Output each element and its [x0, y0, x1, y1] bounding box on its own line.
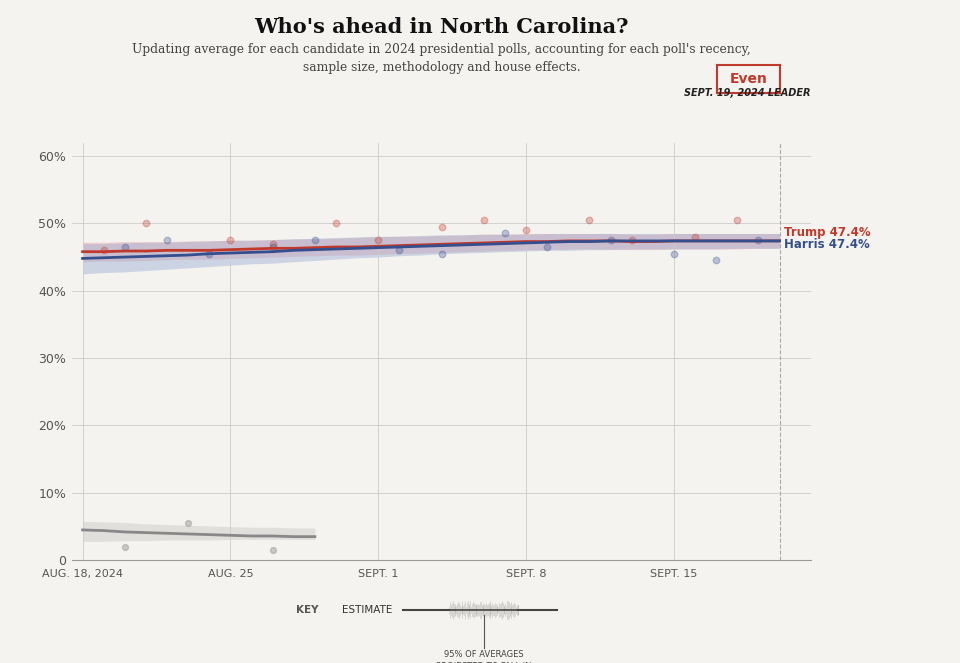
Point [180, 518, 196, 528]
Point [392, 245, 407, 256]
Point [265, 238, 280, 249]
Point [624, 235, 639, 245]
Text: SEPT. 19, 2024 LEADER: SEPT. 19, 2024 LEADER [684, 88, 810, 98]
Point [434, 249, 449, 259]
Point [117, 542, 132, 552]
Point [666, 249, 682, 259]
Point [265, 545, 280, 556]
Point [371, 235, 386, 245]
Point [582, 215, 597, 225]
Point [138, 218, 154, 229]
Text: ESTIMATE: ESTIMATE [342, 605, 392, 615]
Point [434, 221, 449, 232]
Point [708, 255, 724, 266]
Text: KEY: KEY [296, 605, 318, 615]
Point [117, 241, 132, 252]
Point [202, 249, 217, 259]
Text: Updating average for each candidate in 2024 presidential polls, accounting for e: Updating average for each candidate in 2… [132, 43, 751, 74]
Text: Trump 47.4%: Trump 47.4% [784, 227, 871, 239]
Point [476, 215, 492, 225]
Point [307, 235, 323, 245]
Point [540, 241, 555, 252]
Point [497, 228, 513, 239]
Point [96, 245, 111, 256]
Point [159, 235, 175, 245]
Text: Harris 47.4%: Harris 47.4% [784, 238, 870, 251]
Text: Who's ahead in North Carolina?: Who's ahead in North Carolina? [254, 17, 629, 36]
Point [518, 225, 534, 235]
Point [687, 231, 703, 242]
Point [751, 235, 766, 245]
Point [265, 241, 280, 252]
Point [223, 235, 238, 245]
Text: Even: Even [730, 72, 767, 86]
Point [730, 215, 745, 225]
Text: 95% OF AVERAGES
PROJECTED TO FALL IN
THIS RANGE: 95% OF AVERAGES PROJECTED TO FALL IN THI… [436, 650, 532, 663]
Point [603, 235, 618, 245]
Point [328, 218, 344, 229]
